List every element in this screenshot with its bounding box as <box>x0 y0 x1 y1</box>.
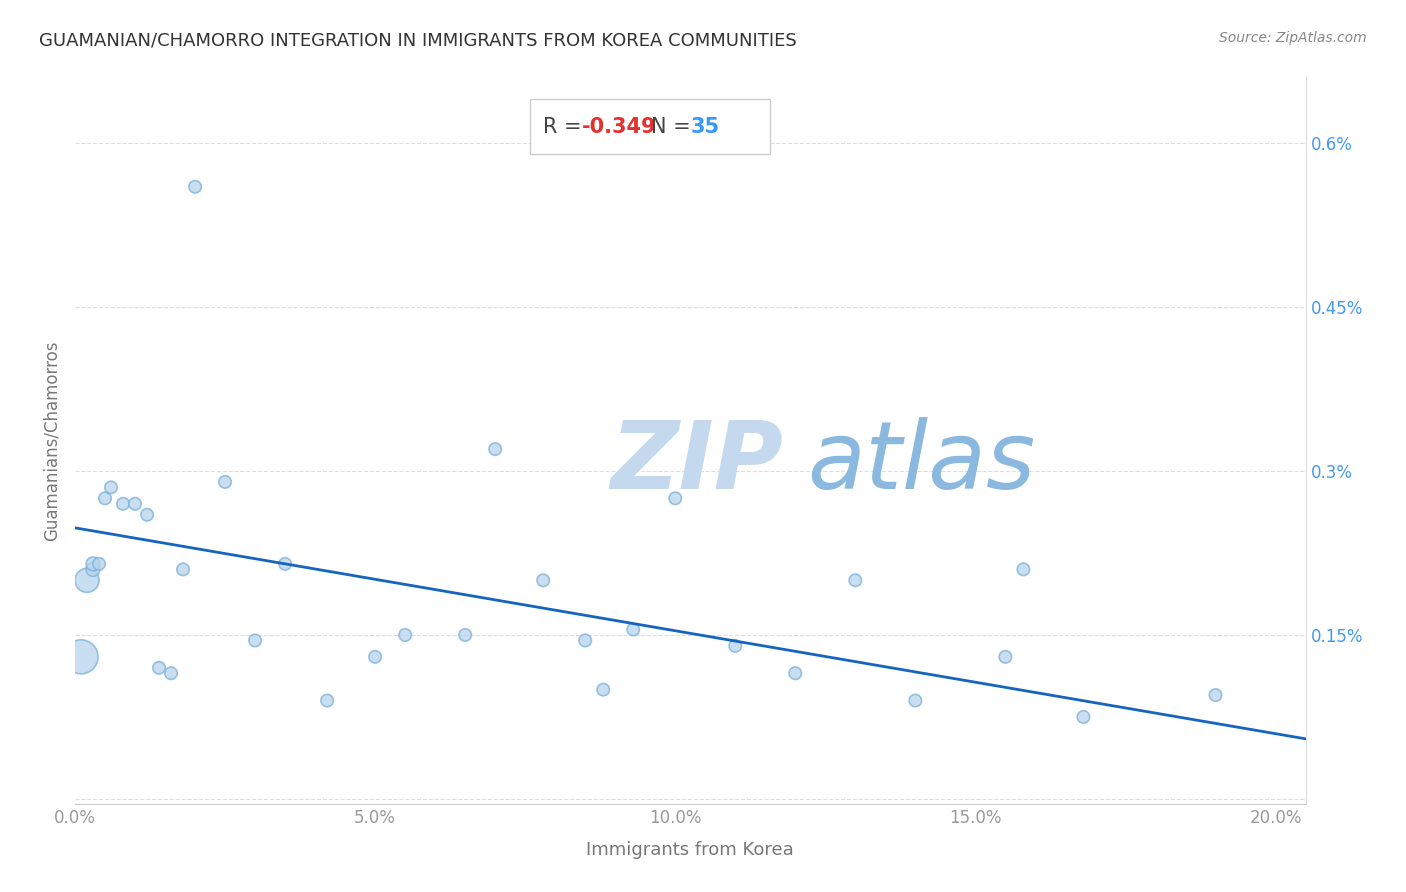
Point <box>664 491 686 506</box>
Point <box>94 491 117 506</box>
Point <box>1012 562 1035 576</box>
Point <box>394 628 416 642</box>
Point <box>214 475 236 489</box>
Point <box>148 661 170 675</box>
Point <box>87 557 110 571</box>
Point <box>100 480 122 494</box>
Text: -0.349: -0.349 <box>582 117 657 136</box>
Point <box>243 633 266 648</box>
Point <box>994 649 1017 664</box>
Point <box>274 557 297 571</box>
Point <box>70 649 93 664</box>
Point <box>364 649 387 664</box>
Point <box>172 562 194 576</box>
X-axis label: Immigrants from Korea: Immigrants from Korea <box>586 841 794 859</box>
Point <box>531 574 554 588</box>
Point <box>82 562 104 576</box>
Text: GUAMANIAN/CHAMORRO INTEGRATION IN IMMIGRANTS FROM KOREA COMMUNITIES: GUAMANIAN/CHAMORRO INTEGRATION IN IMMIGR… <box>39 31 797 49</box>
Point <box>904 693 927 707</box>
FancyBboxPatch shape <box>530 99 770 153</box>
Point <box>316 693 339 707</box>
Point <box>112 497 135 511</box>
Text: N =: N = <box>651 117 697 136</box>
Point <box>76 574 98 588</box>
Point <box>484 442 506 457</box>
Point <box>454 628 477 642</box>
Point <box>592 682 614 697</box>
Point <box>785 666 807 681</box>
Point <box>574 633 596 648</box>
Text: ZIP: ZIP <box>610 417 783 508</box>
Text: Source: ZipAtlas.com: Source: ZipAtlas.com <box>1219 31 1367 45</box>
Text: R =: R = <box>543 117 588 136</box>
Point <box>621 623 644 637</box>
Point <box>1204 688 1226 702</box>
Text: atlas: atlas <box>807 417 1035 508</box>
Point <box>184 179 207 194</box>
Point <box>136 508 159 522</box>
Point <box>1073 710 1095 724</box>
Point <box>124 497 146 511</box>
Text: 35: 35 <box>690 117 720 136</box>
Point <box>724 639 747 653</box>
Point <box>844 574 866 588</box>
Point <box>82 557 104 571</box>
Point <box>160 666 183 681</box>
Y-axis label: Guamanians/Chamorros: Guamanians/Chamorros <box>44 341 60 541</box>
